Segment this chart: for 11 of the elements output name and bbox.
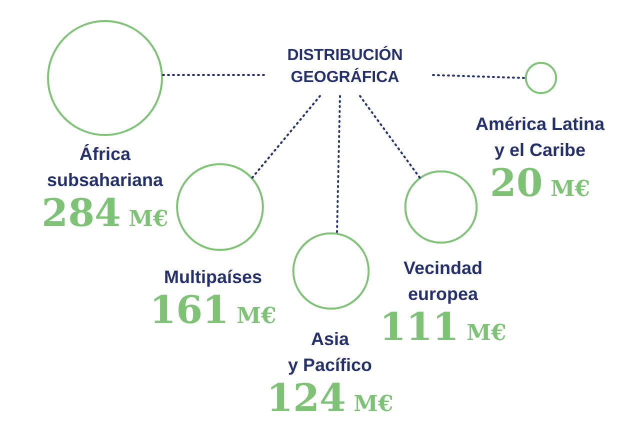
category-label: América Latina y el Caribe xyxy=(475,114,606,160)
category-label: Vecindad europea xyxy=(403,258,483,304)
data-label: 20 M€ xyxy=(490,160,590,205)
data-label: 284 M€ xyxy=(42,190,168,235)
data-label: 161 M€ xyxy=(150,287,276,332)
text: DISTRIBUCIÓN GEOGRÁFICA xyxy=(287,45,403,86)
category-label: Multipaíses xyxy=(164,267,262,287)
category-label: Asia y Pacífico xyxy=(288,329,372,375)
data-label: 111 M€ xyxy=(380,304,506,349)
category-label: África subsahariana xyxy=(46,144,164,190)
data-label: 124 M€ xyxy=(266,375,394,420)
